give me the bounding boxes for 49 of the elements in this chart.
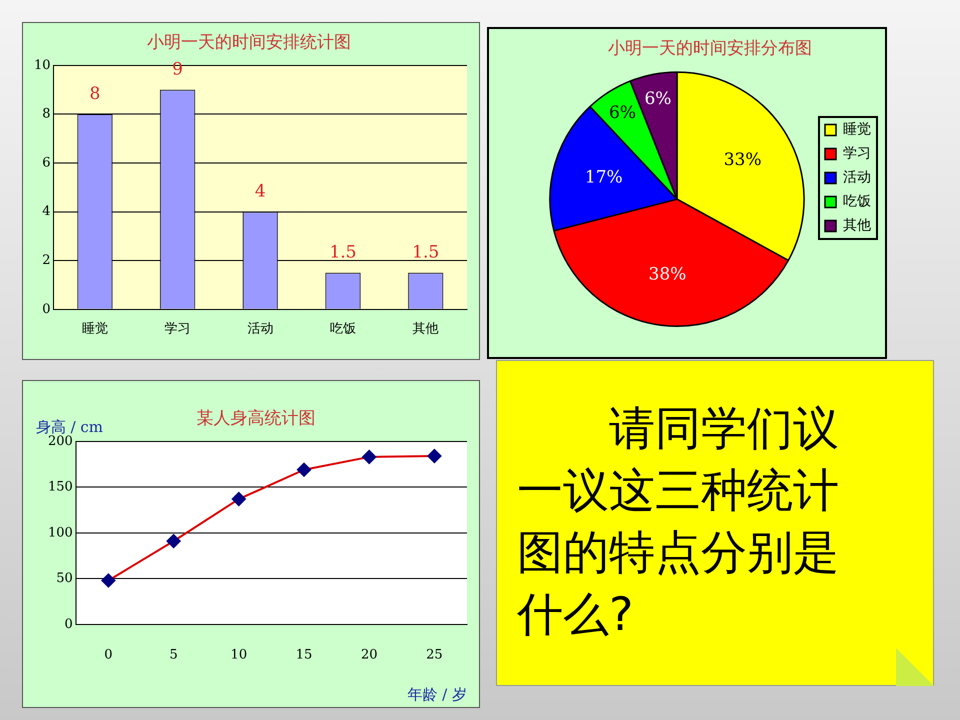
point (362, 450, 376, 464)
x-tick-label: 睡觉 (82, 322, 108, 337)
point (232, 492, 246, 506)
y-tick-label: 50 (56, 571, 73, 586)
x-tick-label: 20 (360, 648, 378, 663)
x-tick-label: 25 (426, 648, 443, 663)
x-tick-label: 5 (169, 648, 178, 663)
x-tick-label: 0 (104, 648, 113, 663)
data-label: 9 (172, 60, 183, 80)
data-label: 1.5 (412, 242, 440, 263)
y-tick-label: 10 (34, 58, 51, 73)
data-label: 1.5 (329, 242, 356, 263)
legend-label: 学习 (843, 146, 871, 162)
chart-title: 某人身高统计图 (196, 408, 316, 429)
y-axis-title: 身高 / cm (36, 418, 104, 436)
legend-label: 其他 (843, 218, 871, 234)
y-tick-label: 2 (42, 252, 51, 268)
data-label: 8 (89, 84, 100, 104)
chart-title: 小明一天的时间安排分布图 (608, 38, 812, 59)
data-label: 4 (254, 182, 266, 202)
x-tick-label: 学习 (164, 322, 191, 337)
y-tick-label: 0 (42, 302, 51, 317)
data-label: 38% (648, 264, 686, 284)
point (427, 449, 442, 464)
x-axis-title: 年龄 / 岁 (407, 685, 467, 704)
y-tick-label: 100 (48, 525, 73, 540)
point (166, 534, 181, 548)
x-tick-label: 10 (230, 648, 248, 663)
x-tick-label: 吃饭 (330, 322, 356, 337)
y-tick-label: 6 (42, 155, 51, 170)
legend-label: 吃饭 (843, 194, 871, 210)
data-label: 6% (609, 102, 636, 123)
point (297, 462, 312, 477)
data-label: 6% (644, 88, 672, 109)
y-tick-label: 200 (48, 434, 73, 449)
text: 请同学们议一议这三种统计图的特点分别是什么? (517, 400, 840, 643)
y-tick-label: 8 (42, 106, 51, 122)
x-tick-label: 其他 (412, 322, 439, 337)
data-label: 33% (724, 150, 762, 170)
y-tick-label: 0 (64, 616, 73, 632)
y-tick-label: 4 (42, 204, 51, 220)
x-tick-label: 15 (296, 648, 312, 663)
x-tick-label: 活动 (247, 322, 274, 337)
y-tick-label: 150 (48, 480, 73, 495)
point (101, 573, 116, 588)
legend-label: 活动 (843, 170, 871, 186)
legend-label: 睡觉 (843, 122, 871, 138)
chart-title: 小明一天的时间安排统计图 (147, 32, 351, 53)
data-label: 17% (584, 167, 623, 188)
